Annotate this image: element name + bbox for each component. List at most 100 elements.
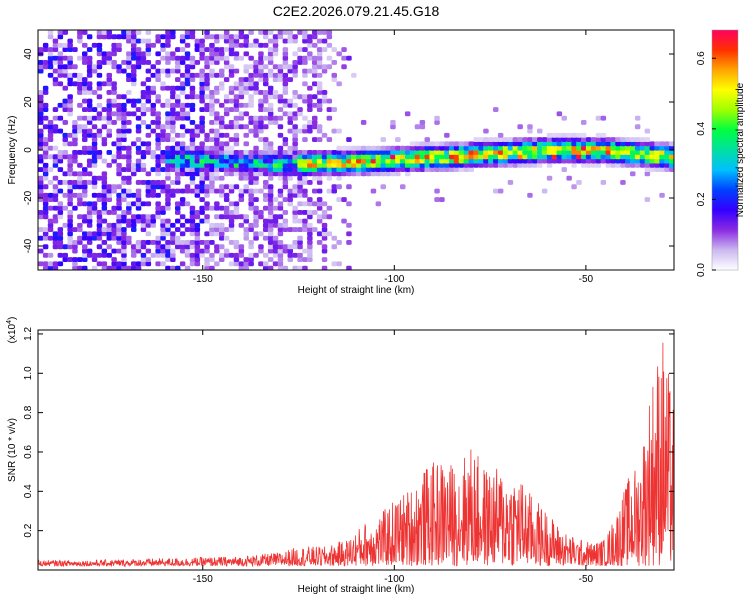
heatmap-cell bbox=[263, 167, 269, 172]
heatmap-cell bbox=[228, 42, 235, 48]
heatmap-cell bbox=[106, 51, 112, 57]
heatmap-cell bbox=[91, 231, 98, 237]
heatmap-cell bbox=[576, 150, 582, 155]
heatmap-cell bbox=[96, 102, 103, 108]
heatmap-cell bbox=[473, 150, 479, 155]
heatmap-cell bbox=[199, 205, 205, 211]
heatmap-cell bbox=[429, 162, 435, 168]
heatmap-cell bbox=[209, 257, 215, 262]
heatmap-cell bbox=[258, 115, 264, 121]
heatmap-cell bbox=[145, 51, 152, 57]
heatmap-cell bbox=[135, 180, 142, 185]
heatmap-cell bbox=[267, 197, 274, 202]
heatmap-cell bbox=[292, 188, 298, 194]
heatmap-cell bbox=[429, 145, 435, 151]
heatmap-cell bbox=[512, 141, 519, 147]
heatmap-cell bbox=[336, 240, 342, 245]
heatmap-cell bbox=[170, 85, 176, 91]
heatmap-cell bbox=[175, 227, 181, 232]
heatmap-cell bbox=[258, 167, 264, 172]
heatmap-cell bbox=[326, 98, 333, 104]
heatmap-cell bbox=[316, 158, 323, 164]
heatmap-cell bbox=[331, 184, 337, 190]
heatmap-cell bbox=[390, 154, 396, 160]
heatmap-cell bbox=[321, 235, 328, 241]
heatmap-cell bbox=[38, 248, 44, 254]
heatmap-cell bbox=[126, 98, 132, 104]
heatmap-cell bbox=[204, 240, 210, 245]
heatmap-cell bbox=[184, 51, 191, 57]
heatmap-cell bbox=[233, 34, 240, 40]
heatmap-cell bbox=[370, 167, 377, 172]
heatmap-cell bbox=[209, 175, 215, 181]
heatmap-cell bbox=[135, 248, 142, 254]
heatmap-cell bbox=[649, 154, 655, 160]
heatmap-cell bbox=[82, 137, 88, 142]
heatmap-cell bbox=[67, 162, 73, 168]
heatmap-cell bbox=[155, 210, 161, 215]
heatmap-cell bbox=[219, 124, 225, 130]
heatmap-cell bbox=[175, 201, 181, 207]
heatmap-cell bbox=[468, 141, 474, 147]
heatmap-cell bbox=[228, 184, 235, 190]
heatmap-cell bbox=[96, 81, 103, 87]
heatmap-cell bbox=[321, 265, 328, 270]
heatmap-cell bbox=[175, 205, 181, 211]
snr-x-ticks: -150 -100 -50 bbox=[193, 330, 594, 585]
heatmap-cell bbox=[243, 42, 249, 48]
heatmap-cell bbox=[116, 235, 122, 241]
heatmap-cell bbox=[170, 265, 176, 270]
heatmap-cell bbox=[307, 94, 313, 100]
heatmap-cell bbox=[91, 265, 98, 270]
heatmap-cell bbox=[214, 162, 220, 168]
heatmap-cell bbox=[91, 141, 98, 147]
heatmap-cell bbox=[522, 154, 528, 160]
heatmap-cell bbox=[82, 201, 88, 207]
heatmap-cell bbox=[610, 141, 616, 147]
heatmap-cell bbox=[101, 261, 108, 267]
heatmap-cell bbox=[165, 137, 171, 142]
heatmap-cell bbox=[140, 141, 147, 147]
heatmap-cell bbox=[77, 192, 83, 198]
heatmap-cell bbox=[404, 150, 411, 155]
heatmap-cell bbox=[248, 205, 254, 211]
heatmap-cell bbox=[194, 42, 201, 48]
heatmap-cell bbox=[82, 132, 88, 138]
heatmap-cell bbox=[302, 201, 308, 207]
heatmap-cell bbox=[243, 171, 249, 177]
heatmap-cell bbox=[297, 47, 303, 52]
heatmap-cell bbox=[82, 150, 88, 155]
heatmap-cell bbox=[302, 55, 308, 61]
heatmap-cell bbox=[253, 252, 259, 258]
heatmap-cell bbox=[331, 128, 337, 134]
heatmap-cell bbox=[223, 235, 230, 241]
heatmap-cell bbox=[341, 150, 347, 155]
heatmap-cell bbox=[595, 158, 602, 164]
heatmap-cell bbox=[38, 167, 44, 172]
heatmap-cell bbox=[537, 137, 543, 142]
heatmap-cell bbox=[170, 231, 176, 237]
heatmap-cell bbox=[52, 162, 59, 168]
heatmap-cell bbox=[277, 205, 284, 211]
heatmap-cell bbox=[267, 150, 274, 155]
heatmap-cell bbox=[585, 141, 592, 147]
heatmap-cell bbox=[214, 111, 220, 117]
heatmap-cell bbox=[258, 214, 264, 220]
heatmap-cell bbox=[228, 38, 235, 44]
heatmap-cell bbox=[179, 162, 186, 168]
heatmap-cell bbox=[243, 265, 249, 270]
heatmap-cell bbox=[238, 171, 245, 177]
heatmap-cell bbox=[238, 188, 245, 194]
heatmap-cell bbox=[209, 128, 215, 134]
heatmap-cell bbox=[72, 184, 78, 190]
heatmap-cell bbox=[292, 64, 298, 70]
heatmap-cell bbox=[375, 145, 382, 151]
heatmap-cell bbox=[493, 154, 499, 160]
heatmap-cell bbox=[57, 34, 64, 40]
heatmap-cell bbox=[546, 145, 553, 151]
y-tick-label: -40 bbox=[23, 238, 34, 253]
heatmap-cell bbox=[91, 162, 98, 168]
heatmap-cell bbox=[91, 257, 98, 262]
heatmap-cell bbox=[131, 64, 137, 70]
heatmap-cell bbox=[52, 188, 59, 194]
